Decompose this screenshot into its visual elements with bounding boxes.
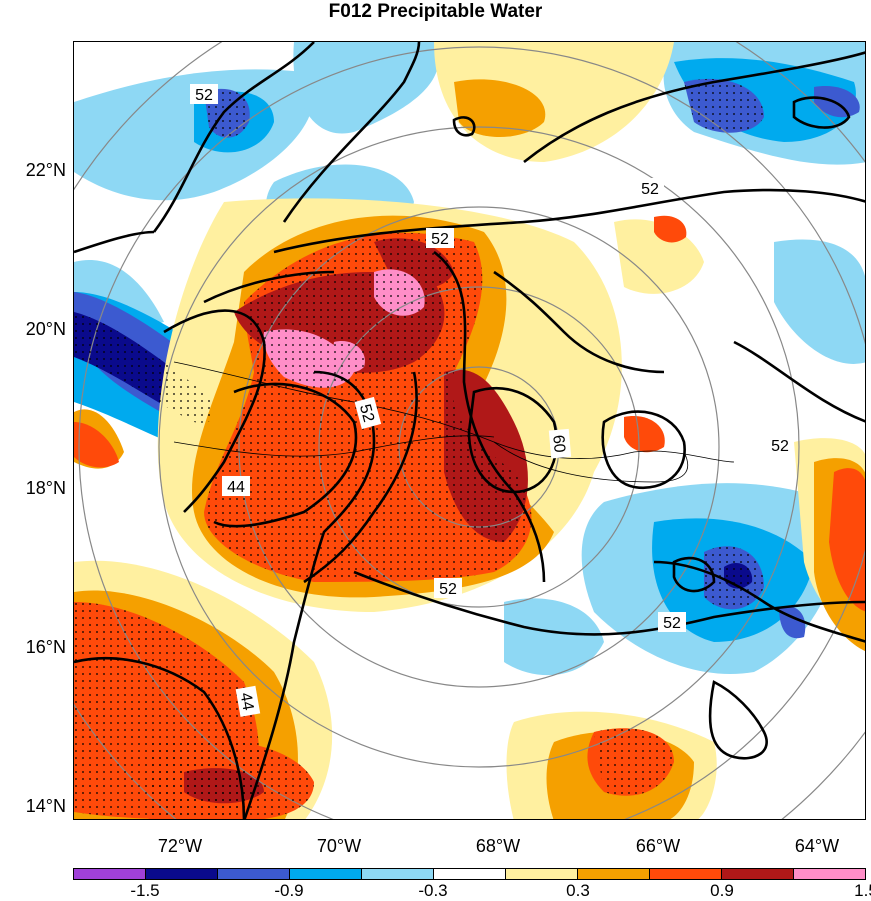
- contour-label: 52: [641, 181, 659, 198]
- lon-label: 72°W: [157, 836, 203, 856]
- contour-labels: 52 52 52 52 52 52 52 44 44 60: [190, 84, 794, 717]
- colorbar-swatch: [290, 869, 362, 879]
- contour-label: 52: [439, 581, 457, 598]
- map-title: F012 Precipitable Water: [328, 1, 543, 22]
- lat-label: 18°N: [25, 478, 66, 498]
- colorbar-swatch: [218, 869, 290, 879]
- colorbar-swatch: [722, 869, 794, 879]
- colorbar-label: 0.9: [710, 881, 734, 900]
- colorbar-swatch: [650, 869, 722, 879]
- contour-label: 44: [237, 691, 257, 712]
- map-panel: 52 52 52 52 52 52 52 44 44 60: [73, 41, 866, 820]
- colorbar: [73, 868, 866, 880]
- contour-label: 52: [431, 231, 449, 248]
- contour-label: 60: [549, 434, 567, 453]
- colorbar-swatch: [506, 869, 578, 879]
- lat-label: 20°N: [25, 319, 66, 339]
- colorbar-label: 1.5: [854, 881, 871, 900]
- contour-label: 44: [227, 479, 245, 496]
- lon-label: 70°W: [316, 836, 362, 856]
- colorbar-swatch: [434, 869, 506, 879]
- lon-label: 68°W: [475, 836, 521, 856]
- precipitable-water-map: 52 52 52 52 52 52 52 44 44 60: [74, 42, 865, 819]
- lon-label: 66°W: [635, 836, 681, 856]
- colorbar-label: 0.3: [566, 881, 590, 900]
- colorbar-swatch: [74, 869, 146, 879]
- lat-label: 14°N: [25, 796, 66, 816]
- contour-label: 52: [195, 87, 213, 104]
- colorbar-label: -1.5: [130, 881, 160, 900]
- lon-label: 64°W: [794, 836, 840, 856]
- contour-label: 52: [663, 615, 681, 632]
- contour-label: 52: [356, 403, 377, 425]
- colorbar-swatch: [578, 869, 650, 879]
- colorbar-label: -0.3: [418, 881, 448, 900]
- contour-label: 52: [771, 438, 789, 455]
- lat-label: 16°N: [25, 637, 66, 657]
- colorbar-swatch: [146, 869, 218, 879]
- lat-label: 22°N: [25, 160, 66, 180]
- colorbar-swatch: [794, 869, 865, 879]
- colorbar-label: -0.9: [274, 881, 304, 900]
- colorbar-swatch: [362, 869, 434, 879]
